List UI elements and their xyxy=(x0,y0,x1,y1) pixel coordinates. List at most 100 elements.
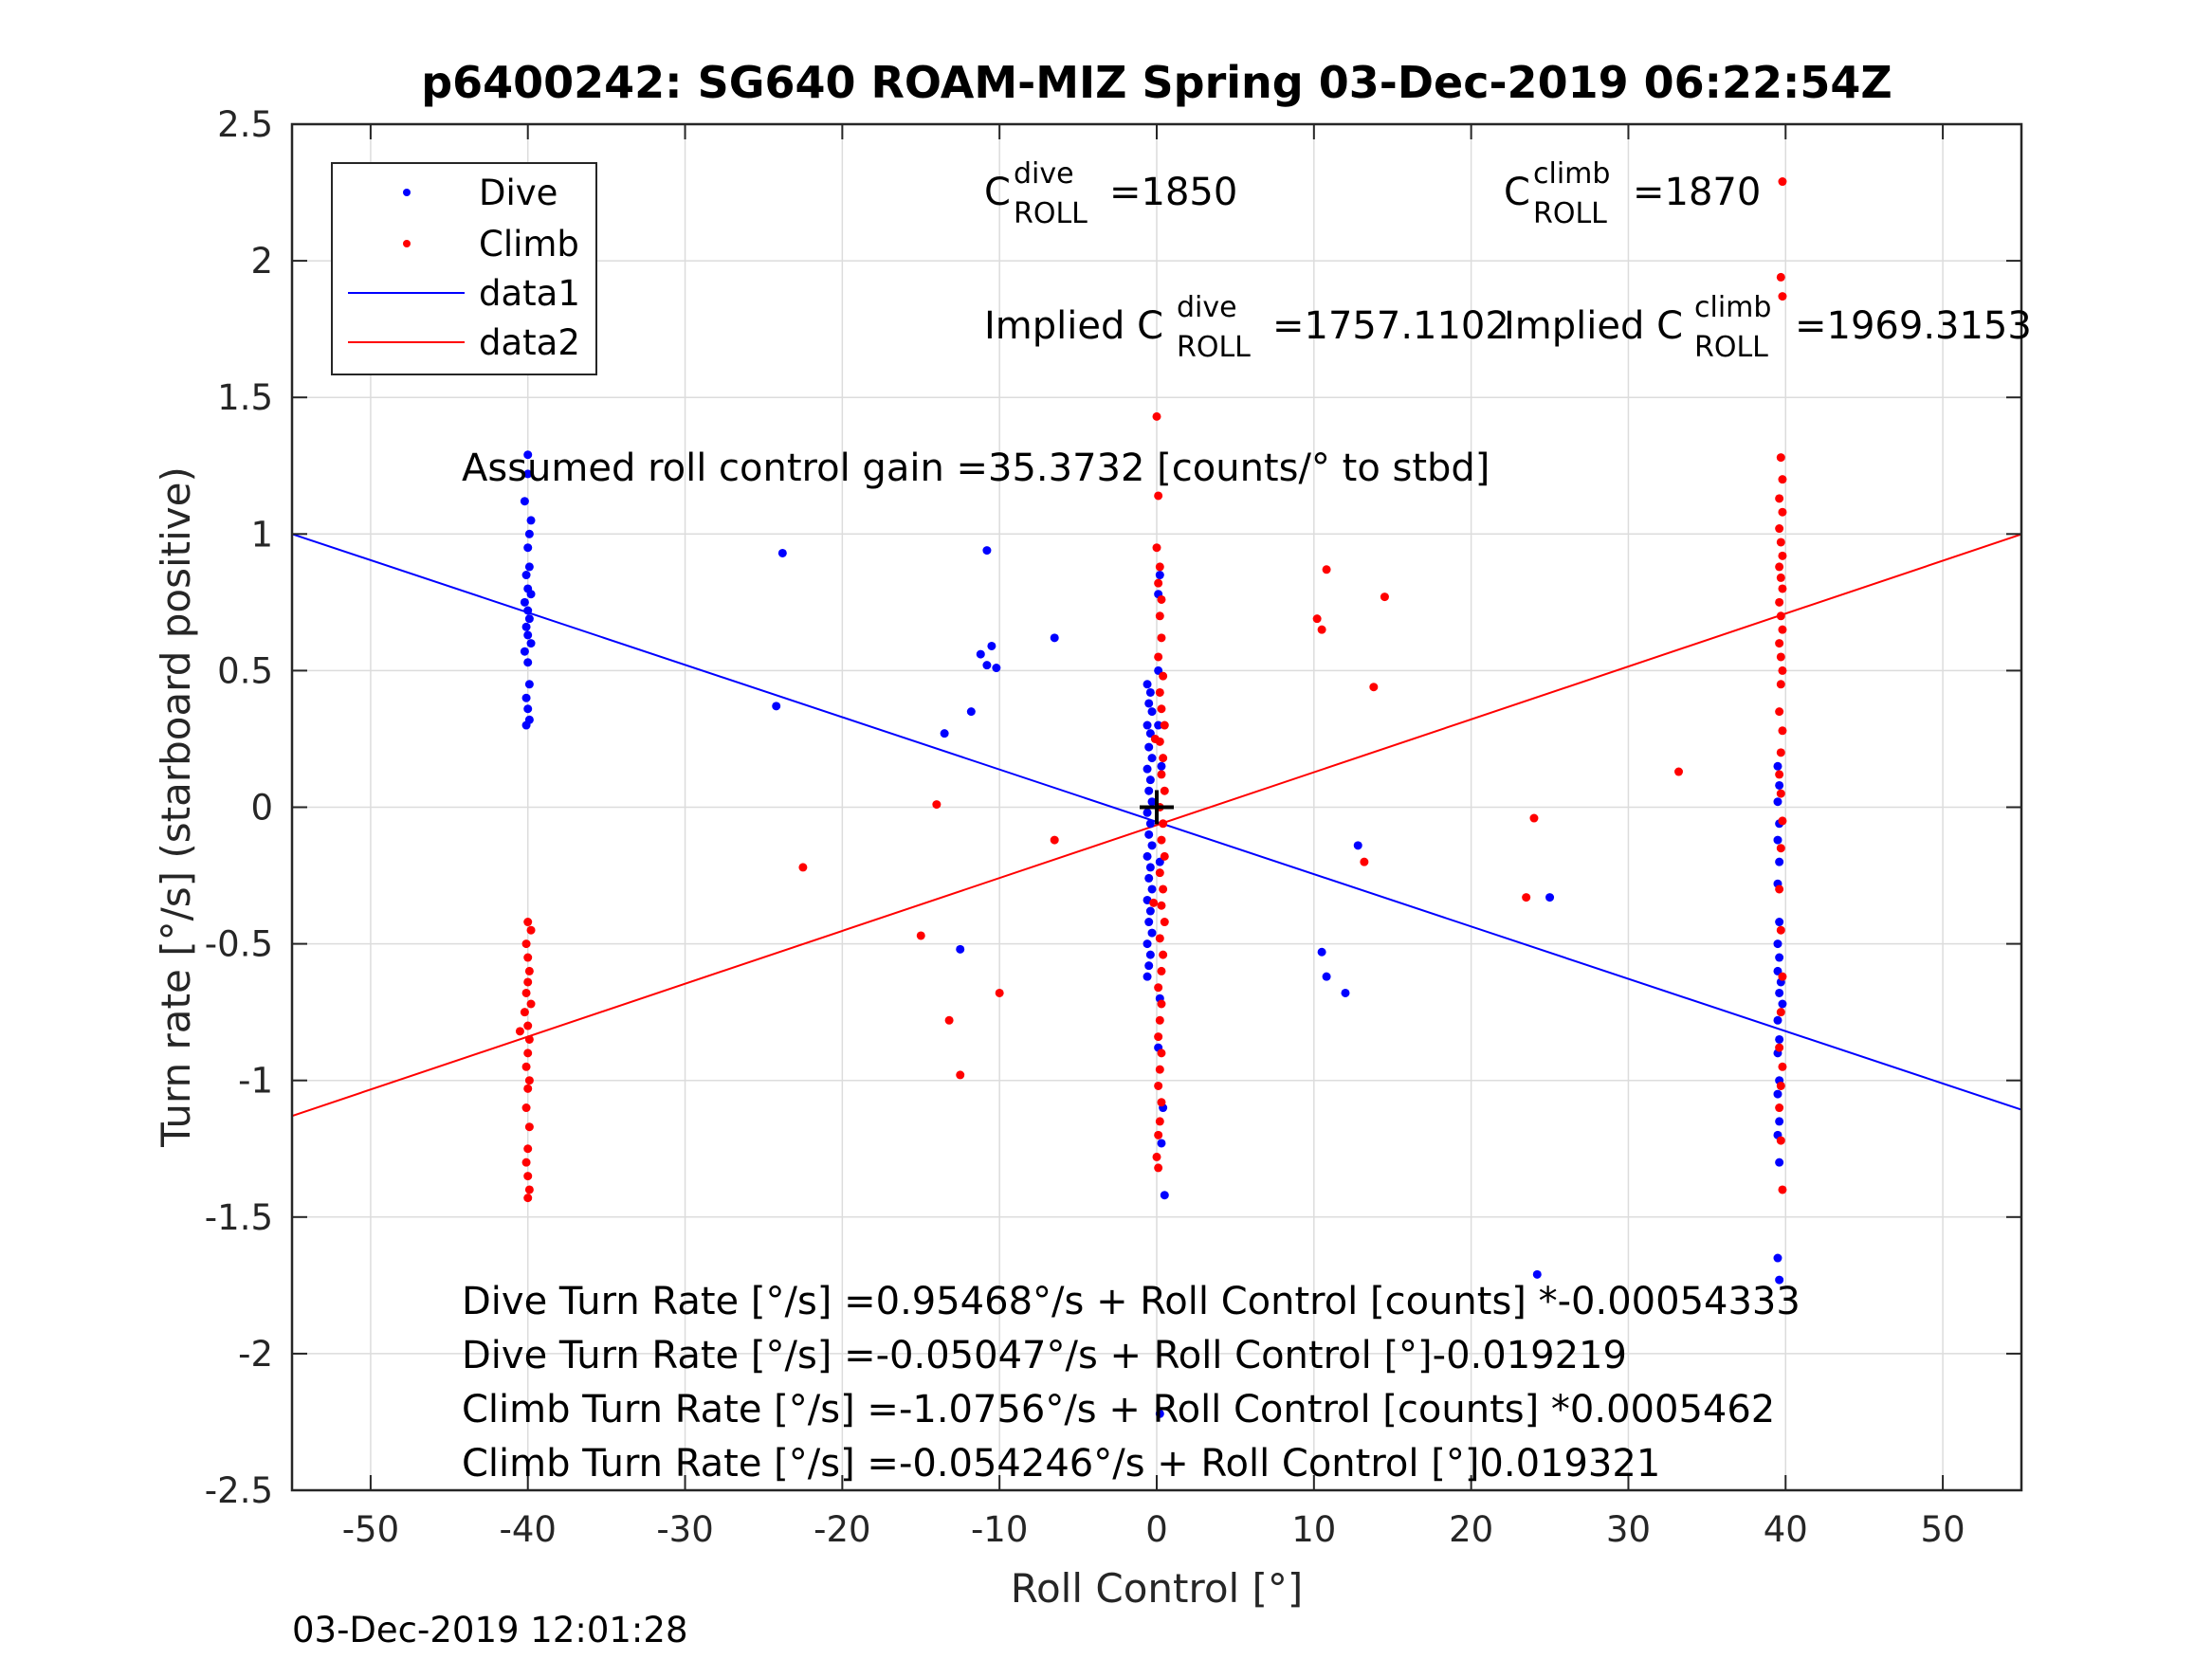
point-climb xyxy=(1160,918,1169,927)
point-dive xyxy=(1775,1117,1784,1126)
point-climb xyxy=(1775,1043,1784,1052)
point-climb xyxy=(1380,592,1389,602)
implied-climb-value: =1969.3153 xyxy=(1795,304,2032,348)
point-dive xyxy=(987,641,996,650)
x-tick-label: -40 xyxy=(500,1509,557,1550)
annotation-c-climb: C climb ROLL =1870 xyxy=(1504,157,1761,230)
implied-dive-sub: ROLL xyxy=(1177,331,1251,364)
point-climb xyxy=(1776,1081,1785,1090)
point-climb xyxy=(1776,573,1785,582)
legend-box xyxy=(331,162,597,375)
point-dive xyxy=(526,516,536,525)
point-dive xyxy=(1778,999,1787,1009)
point-climb xyxy=(1155,687,1164,697)
point-dive xyxy=(1773,797,1782,807)
point-climb xyxy=(1778,665,1787,675)
point-climb xyxy=(1776,611,1785,621)
footer-timestamp: 03-Dec-2019 12:01:28 xyxy=(292,1610,687,1650)
point-climb xyxy=(916,931,925,940)
point-climb xyxy=(1775,494,1784,503)
point-dive xyxy=(1532,1269,1542,1279)
point-dive xyxy=(1775,1275,1784,1285)
origin-marker xyxy=(1140,790,1174,825)
point-climb xyxy=(1776,748,1785,757)
point-dive xyxy=(777,548,787,557)
point-climb xyxy=(1778,726,1787,736)
point-dive xyxy=(1143,808,1152,817)
point-climb xyxy=(995,988,1004,997)
point-dive xyxy=(1144,961,1154,971)
y-tick-label: -1 xyxy=(238,1061,273,1102)
y-tick-label: -2 xyxy=(238,1334,273,1375)
point-dive xyxy=(1147,797,1157,807)
point-climb xyxy=(523,918,533,927)
x-tick-label: -50 xyxy=(342,1509,399,1550)
point-dive xyxy=(1773,761,1782,771)
point-dive xyxy=(523,606,533,615)
point-dive xyxy=(520,497,529,506)
point-dive xyxy=(772,702,781,711)
point-climb xyxy=(1775,770,1784,779)
point-dive xyxy=(1317,947,1326,957)
point-climb xyxy=(520,1008,529,1017)
x-tick-label: 50 xyxy=(1921,1509,1965,1550)
point-climb xyxy=(1155,562,1164,572)
point-dive xyxy=(520,647,529,656)
point-climb xyxy=(1674,767,1684,776)
point-climb xyxy=(1154,1032,1163,1042)
point-climb xyxy=(1157,633,1166,643)
x-tick-label: 30 xyxy=(1606,1509,1651,1550)
y-axis-label: Turn rate [°/s] (starboard positive) xyxy=(153,466,199,1148)
scatter-points xyxy=(515,177,1787,1418)
c-climb-base: C xyxy=(1504,171,1530,214)
point-climb xyxy=(521,1062,531,1071)
point-dive xyxy=(982,546,992,556)
x-axis-label: Roll Control [°] xyxy=(1011,1565,1304,1612)
point-dive xyxy=(1144,742,1154,752)
point-dive xyxy=(521,693,531,702)
point-dive xyxy=(1145,819,1155,829)
y-tick-label: -0.5 xyxy=(205,924,273,965)
point-climb xyxy=(1778,1185,1787,1194)
point-climb xyxy=(1152,1152,1161,1161)
point-climb xyxy=(524,1185,534,1194)
point-dive xyxy=(976,649,985,659)
point-climb xyxy=(1154,983,1163,993)
point-climb xyxy=(1157,901,1166,910)
point-climb xyxy=(523,1048,533,1058)
point-climb xyxy=(1157,835,1166,845)
point-climb xyxy=(1776,453,1785,463)
point-dive xyxy=(966,707,976,717)
point-climb xyxy=(1775,639,1784,648)
y-tick-label: 1.5 xyxy=(217,377,273,418)
legend-dive-label: Dive xyxy=(479,173,558,213)
equation-climb-degrees: Climb Turn Rate [°/s] =-0.054246°/s + Ro… xyxy=(462,1442,1660,1486)
point-climb xyxy=(956,1070,965,1080)
fit-line-data2 xyxy=(291,533,2022,1118)
point-climb xyxy=(524,1122,534,1132)
point-climb xyxy=(1154,1081,1163,1090)
point-climb xyxy=(1154,1130,1163,1139)
point-dive xyxy=(1157,761,1166,771)
point-dive xyxy=(1145,950,1155,959)
point-climb xyxy=(1522,893,1531,902)
equation-dive-counts: Dive Turn Rate [°/s] =0.95468°/s + Roll … xyxy=(462,1280,1801,1323)
point-dive xyxy=(1143,851,1152,861)
c-dive-sup: dive xyxy=(1014,157,1074,191)
point-dive xyxy=(956,944,965,954)
point-dive xyxy=(1775,918,1784,927)
legend: Dive Climb data1 data2 xyxy=(331,162,597,375)
point-climb xyxy=(526,999,536,1009)
c-climb-sub: ROLL xyxy=(1533,197,1607,230)
point-dive xyxy=(526,590,536,599)
y-tick-label: -2.5 xyxy=(205,1470,273,1511)
point-climb xyxy=(1776,680,1785,689)
x-tick-label: -20 xyxy=(814,1509,870,1550)
point-climb xyxy=(1778,1062,1787,1071)
point-dive xyxy=(1154,720,1163,730)
point-climb xyxy=(1155,934,1164,943)
point-climb xyxy=(944,1015,954,1025)
point-dive xyxy=(1160,1191,1169,1200)
x-tick-label: -10 xyxy=(971,1509,1028,1550)
point-dive xyxy=(1773,1253,1782,1263)
